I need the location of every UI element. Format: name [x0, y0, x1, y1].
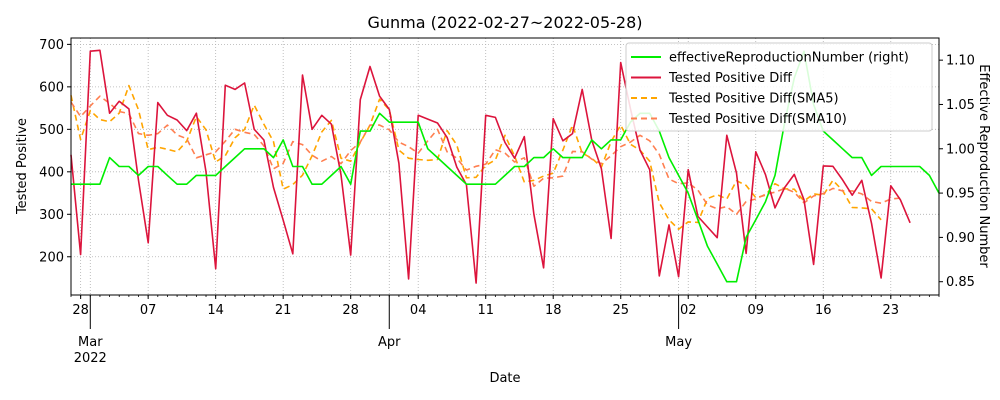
y-right-tick-label: 0.95: [946, 187, 975, 202]
x-tick-label: 25: [612, 303, 629, 318]
x-tick-label: 18: [545, 303, 562, 318]
legend-label-3: Tested Positive Diff(SMA10): [668, 112, 847, 127]
axes: 200 300 400 500 600 700 0.85 0.90 0.95 1.00 1.05 1.…: [39, 38, 975, 366]
x-month-label: May: [665, 335, 692, 350]
y-right-tick-label: 1.00: [946, 142, 975, 157]
x-tick-label: 28: [342, 303, 359, 318]
series-line-1: [70, 49, 911, 284]
y-left-tick-label: 200: [39, 250, 64, 265]
chart-title: Gunma (2022-02-27~2022-05-28): [367, 13, 642, 32]
x-tick-label: 14: [207, 303, 224, 318]
legend: effectiveReproductionNumber (right) Teste…: [625, 42, 933, 132]
y-right-tick-label: 0.85: [946, 275, 975, 290]
legend-box: [625, 42, 933, 132]
y-right-tick-label: 1.10: [946, 54, 975, 69]
x-tick-label: 09: [747, 303, 764, 318]
x-axis-label: Date: [489, 371, 520, 386]
y-left-tick-label: 700: [39, 38, 64, 53]
y-axis-left-label: Tested Positive: [15, 118, 30, 215]
y-left-tick-label: 600: [39, 80, 64, 95]
x-tick-label: 02: [680, 303, 697, 318]
legend-label-2: Tested Positive Diff(SMA5): [668, 92, 839, 107]
series-line-3: [70, 95, 901, 216]
x-tick-label: 21: [275, 303, 292, 318]
series-line-2: [70, 84, 882, 230]
y-right-tick-label: 0.90: [946, 231, 975, 246]
y-left-tick-label: 300: [39, 208, 64, 223]
x-tick-label: 11: [477, 303, 494, 318]
x-tick-label: 23: [883, 303, 900, 318]
y-left-tick-label: 500: [39, 123, 64, 138]
legend-label-0: effectiveReproductionNumber (right): [669, 51, 909, 66]
x-tick-label: 04: [410, 303, 427, 318]
legend-label-1: Tested Positive Diff: [668, 71, 793, 86]
x-tick-label: 07: [140, 303, 157, 318]
x-tick-label: 16: [815, 303, 832, 318]
y-axis-right-label: Effective Reproduction Number: [976, 64, 991, 268]
x-year-label: 2022: [74, 351, 107, 366]
x-tick-label: 28: [72, 303, 89, 318]
x-month-label: Mar: [78, 335, 103, 350]
x-month-label: Apr: [378, 335, 401, 350]
y-left-tick-label: 400: [39, 165, 64, 180]
y-right-tick-label: 1.05: [946, 98, 975, 113]
